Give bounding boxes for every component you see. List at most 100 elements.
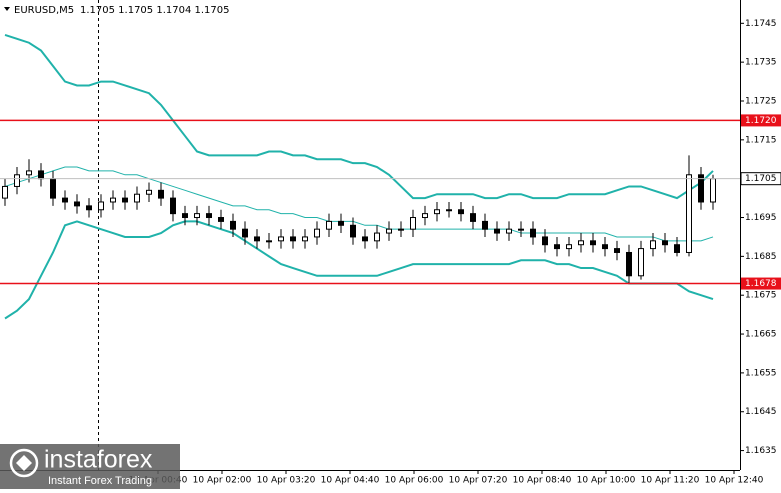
candle-body bbox=[422, 213, 428, 219]
candle-body bbox=[542, 236, 548, 246]
candle-body bbox=[590, 240, 596, 246]
candle-body bbox=[242, 228, 248, 238]
x-tick-label: 10 Apr 06:00 bbox=[385, 476, 444, 486]
logo-brand: instaforex bbox=[44, 446, 153, 474]
candle-body bbox=[374, 232, 380, 242]
candle-body bbox=[170, 197, 176, 215]
candle-body bbox=[626, 251, 632, 277]
candle-body bbox=[74, 201, 80, 207]
candle-body bbox=[14, 174, 20, 187]
candle-body bbox=[230, 220, 236, 230]
candle-body bbox=[362, 236, 368, 242]
x-tick-label: 10 Apr 12:40 bbox=[705, 476, 764, 486]
candle-body bbox=[218, 217, 224, 222]
x-tick-label: 10 Apr 10:00 bbox=[577, 476, 636, 486]
y-tick-label: 1.1695 bbox=[745, 213, 777, 223]
candle-body bbox=[698, 174, 704, 203]
last-price-tag bbox=[740, 172, 781, 186]
x-tick-label: 10 Apr 07:20 bbox=[449, 476, 508, 486]
candle-body bbox=[134, 193, 140, 203]
y-tick-label: 1.1645 bbox=[745, 407, 777, 417]
candle-body bbox=[638, 248, 644, 277]
last-price-label: 1.1705 bbox=[745, 174, 777, 184]
candle-body bbox=[554, 244, 560, 250]
candle-body bbox=[398, 228, 404, 231]
y-tick-label: 1.1675 bbox=[745, 291, 777, 301]
candle-body bbox=[482, 220, 488, 230]
candle-body bbox=[182, 213, 188, 219]
candle-body bbox=[290, 236, 296, 242]
candle-body bbox=[386, 228, 392, 234]
candle-body bbox=[614, 248, 620, 253]
candle-body bbox=[434, 209, 440, 215]
logo-tagline: Instant Forex Trading bbox=[48, 475, 152, 487]
candle-body bbox=[446, 209, 452, 212]
candle-body bbox=[254, 236, 260, 242]
y-tick-label: 1.1685 bbox=[745, 252, 777, 262]
candle-body bbox=[686, 174, 692, 253]
logo-icon-mark bbox=[16, 455, 32, 471]
bollinger-band bbox=[4, 34, 714, 200]
candle-body bbox=[338, 220, 344, 226]
watermark-logo: instaforex Instant Forex Trading bbox=[0, 444, 180, 489]
level-tag bbox=[741, 277, 781, 290]
candle-body bbox=[602, 244, 608, 250]
candle-body bbox=[98, 201, 104, 211]
plot-area bbox=[2, 34, 716, 320]
y-tick-label: 1.1635 bbox=[745, 446, 777, 456]
candle-body bbox=[674, 244, 680, 253]
candle-body bbox=[326, 220, 332, 230]
candle-body bbox=[458, 209, 464, 215]
candle-body bbox=[266, 240, 272, 243]
bollinger-band bbox=[4, 166, 714, 242]
candle-body bbox=[530, 228, 536, 238]
y-tick-label: 1.1735 bbox=[745, 58, 777, 68]
candle-body bbox=[518, 228, 524, 231]
candle-body bbox=[26, 170, 32, 176]
level-label: 1.1720 bbox=[745, 116, 777, 126]
candle-body bbox=[578, 240, 584, 246]
candle-body bbox=[470, 213, 476, 222]
x-tick-label: 10 Apr 11:20 bbox=[641, 476, 700, 486]
y-tick-label: 1.1655 bbox=[745, 368, 777, 378]
bollinger-band bbox=[4, 220, 714, 320]
candle-body bbox=[494, 228, 500, 234]
x-tick-label: 10 Apr 08:40 bbox=[513, 476, 572, 486]
candle-body bbox=[302, 236, 308, 242]
candle-body bbox=[146, 189, 152, 195]
candle-body bbox=[2, 185, 8, 199]
y-tick-label: 1.1715 bbox=[745, 135, 777, 145]
x-tick-label: 10 Apr 03:20 bbox=[257, 476, 316, 486]
candle-body bbox=[62, 197, 68, 203]
candle-body bbox=[314, 228, 320, 238]
y-tick-label: 1.1665 bbox=[745, 330, 777, 340]
candle-body bbox=[110, 197, 116, 203]
candle-body bbox=[38, 170, 44, 180]
candle-body bbox=[206, 213, 212, 219]
candle-body bbox=[710, 178, 716, 203]
candle-body bbox=[566, 244, 572, 250]
candle-body bbox=[86, 205, 92, 211]
candle-body bbox=[122, 197, 128, 203]
candle-body bbox=[350, 224, 356, 238]
candle-body bbox=[506, 228, 512, 234]
level-tag bbox=[741, 114, 781, 127]
level-label: 1.1678 bbox=[745, 279, 777, 289]
y-tick-label: 1.1725 bbox=[745, 96, 777, 106]
candle-body bbox=[650, 240, 656, 250]
x-tick-label: 10 Apr 02:00 bbox=[193, 476, 252, 486]
candle-body bbox=[50, 178, 56, 199]
y-tick-label: 1.1745 bbox=[745, 19, 777, 29]
candle-body bbox=[278, 236, 284, 242]
quote-label: 1.1705 1.1705 1.1704 1.1705 bbox=[80, 5, 230, 16]
candle-body bbox=[194, 213, 200, 219]
candle-body bbox=[410, 217, 416, 230]
symbol-label: EURUSD,M5 bbox=[14, 5, 74, 16]
candle-body bbox=[158, 189, 164, 199]
logo-icon bbox=[9, 448, 39, 478]
x-tick-label: 10 Apr 04:40 bbox=[321, 476, 380, 486]
header-arrow bbox=[4, 7, 10, 11]
candle-body bbox=[662, 240, 668, 246]
